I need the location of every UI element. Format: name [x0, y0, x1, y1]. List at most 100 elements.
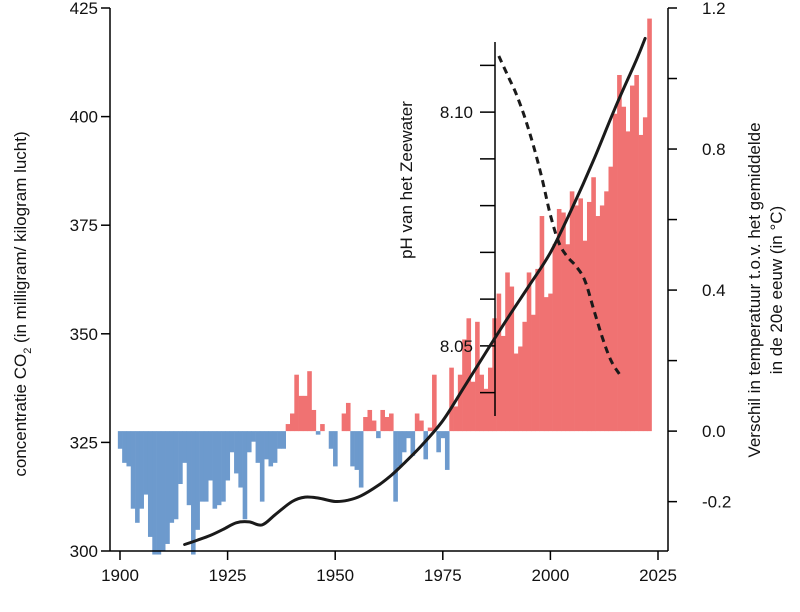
temperature-bar-1958	[367, 409, 373, 432]
ph-axis-title: pH van het Zeewater	[397, 101, 416, 259]
temperature-bar-1940	[290, 413, 295, 432]
x-axis-tick-label-2025: 2025	[639, 566, 677, 585]
right-axis-title-line1: Verschil in temperatuur t.o.v. het gemid…	[745, 122, 764, 457]
temperature-bar-2015	[612, 113, 618, 432]
temperature-bar-1960	[376, 431, 381, 439]
temperature-bar-2023	[647, 18, 652, 432]
temperature-bar-1946	[315, 431, 321, 435]
left-axis-tick-label-375: 375	[70, 216, 98, 235]
temperature-bar-1962	[384, 417, 390, 432]
temperature-bar-1979	[457, 374, 463, 432]
temperature-bars	[117, 18, 652, 555]
temperature-bar-1902	[126, 431, 132, 467]
temperature-bar-1928	[238, 431, 243, 488]
temperature-bar-1908	[152, 431, 157, 555]
temperature-bar-2002	[556, 208, 562, 432]
x-axis-tick-label-1975: 1975	[424, 566, 462, 585]
right-axis-tick-label-0.0: 0.0	[702, 422, 726, 441]
temperature-bar-1923	[216, 431, 222, 506]
temperature-bar-1957	[363, 417, 368, 432]
left-axis-tick-label-300: 300	[70, 542, 98, 561]
temperature-bar-1903	[130, 431, 136, 509]
temperature-bar-1990	[505, 272, 510, 432]
right-axis-tick-label-1.2: 1.2	[702, 0, 726, 18]
temperature-bar-1993	[518, 346, 523, 432]
temperature-bar-1931	[251, 431, 256, 442]
temperature-bar-1930	[246, 431, 252, 453]
temperature-bar-1997	[535, 268, 540, 432]
temperature-bar-2009	[586, 201, 592, 432]
temperature-bar-1975	[440, 431, 446, 439]
temperature-bar-1904	[135, 431, 140, 523]
temperature-bar-1955	[354, 431, 360, 470]
temperature-bar-1901	[122, 431, 127, 463]
temperature-bar-1906	[143, 431, 149, 495]
temperature-bar-2005	[569, 191, 575, 432]
temperature-bar-1914	[178, 431, 183, 485]
temperature-bar-1953	[345, 402, 351, 432]
ph-axis-tick-label-8.10: 8.10	[440, 103, 473, 122]
temperature-bar-1916	[186, 431, 192, 506]
temperature-bar-1984	[479, 374, 484, 432]
temperature-bar-1956	[358, 431, 364, 488]
temperature-bar-1947	[320, 424, 325, 432]
temperature-bar-2020	[634, 74, 639, 432]
temperature-bar-1992	[513, 353, 519, 432]
temperature-bar-1927	[234, 431, 239, 474]
right-axis-tick-label--0.2: -0.2	[702, 493, 731, 512]
temperature-bar-1918	[195, 431, 200, 530]
temperature-bar-2001	[552, 244, 558, 432]
temperature-bar-1965	[397, 431, 403, 467]
left-axis-tick-label-425: 425	[70, 0, 98, 18]
temperature-bar-1977	[449, 367, 454, 432]
temperature-bar-1983	[475, 321, 480, 432]
temperature-bar-1969	[414, 413, 420, 432]
temperature-bar-1952	[341, 413, 347, 432]
temperature-bar-2011	[595, 216, 601, 432]
temperature-bar-1998	[539, 216, 545, 432]
x-axis-tick-label-1925: 1925	[209, 566, 247, 585]
left-axis-tick-label-400: 400	[70, 108, 98, 127]
temperature-bar-1966	[401, 431, 407, 453]
temperature-bar-2013	[604, 191, 609, 432]
temperature-bar-1939	[285, 424, 291, 432]
temperature-bar-1911	[165, 431, 170, 544]
temperature-bar-2018	[625, 131, 631, 432]
temperature-bar-1936	[272, 431, 278, 463]
temperature-bar-2007	[578, 198, 583, 432]
temperature-bar-1945	[311, 409, 317, 432]
ph-axis-tick-label-8.05: 8.05	[440, 337, 473, 356]
temperature-bar-1943	[302, 395, 308, 432]
left-axis-tick-label-350: 350	[70, 325, 98, 344]
right-axis-title-line2: in de 20e eeuw (in °C)	[767, 206, 786, 374]
temperature-bar-1996	[531, 314, 536, 432]
temperature-bar-1967	[406, 431, 411, 439]
temperature-bar-1950	[333, 431, 338, 467]
left-axis-tick-label-325: 325	[70, 433, 98, 452]
temperature-bar-1909	[156, 431, 162, 555]
temperature-bar-1991	[509, 286, 515, 432]
right-axis-tick-label-0.4: 0.4	[702, 281, 726, 300]
temperature-bar-1959	[371, 420, 377, 432]
temperature-bar-1973	[432, 374, 437, 432]
temperature-bar-1978	[453, 406, 459, 432]
temperature-bar-2022	[642, 117, 648, 432]
temperature-bar-1981	[466, 318, 472, 432]
temperature-bar-1929	[242, 431, 248, 520]
temperature-bar-2003	[561, 212, 566, 432]
temperature-bar-1941	[294, 374, 299, 432]
temperature-bar-1905	[139, 431, 144, 509]
temperature-bar-1912	[169, 431, 175, 523]
temperature-bar-1961	[380, 409, 385, 432]
temperature-bar-1970	[419, 420, 424, 432]
temperature-bar-1999	[543, 297, 549, 432]
temperature-bar-1934	[264, 431, 269, 460]
temperature-bar-1900	[117, 431, 123, 449]
temperature-bar-2000	[548, 293, 553, 432]
temperature-bar-1963	[389, 413, 394, 432]
temperature-bar-1924	[221, 431, 226, 502]
temperature-bar-1964	[393, 431, 398, 502]
temperature-bar-1989	[500, 335, 506, 432]
temperature-bar-1974	[436, 431, 441, 453]
